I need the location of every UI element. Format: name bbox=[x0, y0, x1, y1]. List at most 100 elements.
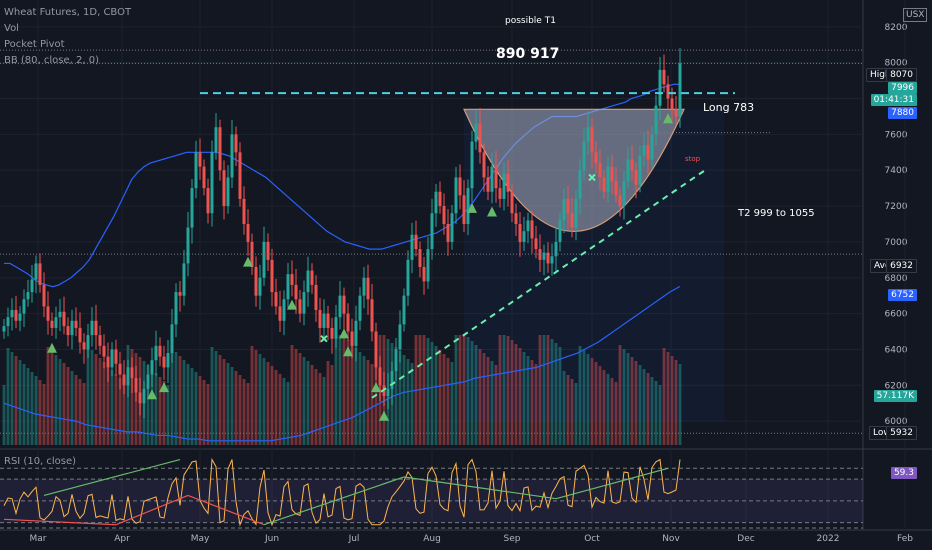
volume-bar bbox=[22, 364, 26, 445]
volume-bar bbox=[346, 340, 350, 445]
x-tick-label: Nov bbox=[662, 534, 680, 544]
candle-body bbox=[658, 69, 662, 106]
annot-possible-t1: possible T1 bbox=[505, 16, 556, 26]
volume-bar bbox=[646, 373, 650, 445]
candle-body bbox=[646, 145, 650, 160]
volume-bar bbox=[650, 377, 654, 445]
volume-bar bbox=[298, 353, 302, 445]
last-price-value: 7996 bbox=[888, 82, 917, 94]
volume-bar bbox=[238, 375, 242, 445]
candle-body bbox=[42, 284, 46, 307]
candle-body bbox=[326, 313, 330, 328]
volume-bar bbox=[38, 380, 42, 445]
volume-bar bbox=[86, 346, 90, 445]
candle-body bbox=[554, 241, 558, 257]
volume-bar bbox=[478, 349, 482, 445]
volume-bar bbox=[582, 350, 586, 445]
volume-bar bbox=[526, 356, 530, 445]
candle-body bbox=[430, 213, 434, 250]
candle-body bbox=[282, 299, 286, 321]
candle-body bbox=[566, 198, 570, 214]
volume-bar bbox=[334, 335, 338, 445]
candle-body bbox=[194, 152, 198, 189]
volume-bar bbox=[506, 336, 510, 445]
volume-bar bbox=[34, 376, 38, 445]
pocket-pivot-marker bbox=[487, 206, 497, 217]
candle-body bbox=[482, 152, 486, 178]
candle-body bbox=[374, 331, 378, 368]
volume-bar bbox=[158, 377, 162, 445]
candle-body bbox=[94, 320, 98, 336]
candle-body bbox=[22, 299, 26, 314]
candle-body bbox=[258, 277, 262, 296]
candle-body bbox=[446, 224, 450, 242]
volume-bar bbox=[278, 374, 282, 445]
candle-body bbox=[134, 378, 138, 393]
candle-body bbox=[598, 163, 602, 178]
candle-body bbox=[78, 327, 82, 343]
candle-body bbox=[606, 166, 610, 192]
volume-bar bbox=[350, 344, 354, 445]
currency-badge[interactable]: USX bbox=[903, 8, 928, 22]
candle-body bbox=[26, 292, 30, 300]
candle-body bbox=[534, 238, 538, 250]
candle-body bbox=[166, 353, 170, 368]
volume-bar bbox=[170, 348, 174, 445]
volume-bar bbox=[410, 363, 414, 445]
volume-bar bbox=[10, 352, 14, 445]
candle-body bbox=[410, 234, 414, 260]
volume-bar bbox=[614, 382, 618, 445]
pocket-pivot-marker bbox=[467, 202, 477, 213]
candle-body bbox=[110, 349, 114, 368]
y-tick-label: 6000 bbox=[885, 417, 908, 427]
volume-bar bbox=[518, 348, 522, 445]
y-tick-label: 7400 bbox=[885, 166, 908, 176]
volume-bar bbox=[546, 335, 550, 445]
rsi-divergence-green-1 bbox=[43, 459, 181, 497]
y-tick-label: 8000 bbox=[885, 59, 908, 69]
candle-body bbox=[402, 295, 406, 325]
volume-bar bbox=[542, 335, 546, 445]
candle-body bbox=[498, 188, 502, 199]
legend-title: Wheat Futures, 1D, CBOT bbox=[4, 7, 132, 18]
candle-body bbox=[158, 345, 162, 357]
volume-bar bbox=[570, 379, 574, 445]
candle-body bbox=[474, 123, 478, 142]
legend-rsi-wrap: RSI (10, close) bbox=[4, 454, 76, 470]
volume-bar bbox=[578, 346, 582, 445]
volume-bar bbox=[598, 366, 602, 445]
candle-body bbox=[470, 141, 474, 189]
candle-body bbox=[542, 252, 546, 260]
volume-bar bbox=[206, 384, 210, 445]
candle-body bbox=[654, 105, 658, 135]
candle-body bbox=[126, 367, 130, 386]
y-tick-label: 8200 bbox=[885, 23, 908, 33]
volume-bar bbox=[102, 362, 106, 445]
candle-body bbox=[394, 349, 398, 371]
candle-body bbox=[362, 277, 366, 296]
volume-bar bbox=[226, 363, 230, 445]
volume-bar bbox=[50, 351, 54, 445]
candle-body bbox=[218, 127, 222, 171]
bb-upper-value: 7880 bbox=[888, 107, 917, 119]
candle-body bbox=[318, 310, 322, 328]
volume-bar bbox=[494, 365, 498, 445]
candle-body bbox=[106, 356, 110, 368]
candle-body bbox=[50, 320, 54, 328]
volume-bar bbox=[306, 361, 310, 445]
x-tick-label: Dec bbox=[737, 534, 754, 544]
volume-bar bbox=[342, 336, 346, 445]
volume-bar bbox=[294, 349, 298, 445]
low-value: 5932 bbox=[886, 426, 917, 440]
candle-body bbox=[150, 360, 154, 375]
cross-marker bbox=[588, 173, 596, 182]
volume-bar bbox=[394, 347, 398, 445]
volume-bar bbox=[454, 335, 458, 445]
volume-bar bbox=[282, 378, 286, 445]
candle-body bbox=[550, 256, 554, 264]
volume-bar bbox=[498, 335, 502, 445]
candle-body bbox=[634, 170, 638, 185]
candle-body bbox=[450, 213, 454, 242]
candle-body bbox=[442, 206, 446, 224]
